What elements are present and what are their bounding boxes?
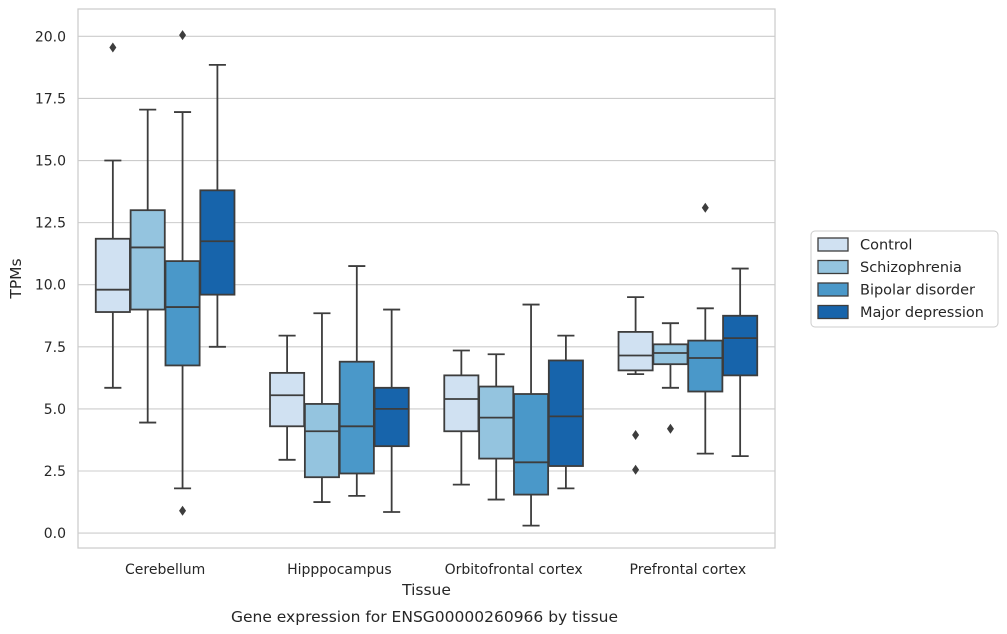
outlier-point (179, 505, 187, 516)
box-schizophrenia-3 (652, 322, 689, 434)
legend-label: Control (860, 238, 912, 254)
legend-swatch (817, 259, 849, 275)
y-tick-label: 17.5 (35, 91, 66, 107)
box-bipolar-disorder-1 (338, 265, 375, 497)
y-tick-label: 7.5 (44, 340, 66, 356)
legend-frame (810, 230, 999, 328)
legend-swatch (817, 282, 849, 297)
box-control-3 (617, 296, 654, 475)
box-schizophrenia-2 (478, 353, 515, 501)
iqr-box (373, 386, 410, 448)
box-major-depression-1 (373, 308, 410, 513)
x-tick-label: Hipppocampus (287, 562, 392, 578)
x-axis-ticks: Cerebellum Hipppocampus Orbitofrontal cort… (125, 562, 746, 578)
y-tick-label: 10.0 (35, 278, 66, 294)
iqr-box (164, 260, 201, 367)
y-tick-label: 12.5 (35, 216, 66, 232)
iqr-box (478, 385, 515, 460)
y-tick-label: 5.0 (44, 402, 66, 418)
x-axis-label: Tissue (401, 581, 451, 599)
iqr-box (269, 371, 306, 428)
iqr-box (513, 393, 550, 496)
outlier-point (701, 202, 709, 213)
y-axis-label: TPMs (7, 258, 25, 299)
outlier-point (632, 464, 640, 475)
chart-caption: Gene expression for ENSG00000260966 by t… (231, 608, 618, 626)
box-major-depression-2 (547, 334, 584, 490)
y-tick-label: 0.0 (44, 526, 66, 542)
iqr-box (443, 374, 480, 433)
iqr-box (652, 343, 689, 366)
iqr-box (303, 403, 340, 479)
y-tick-label: 15.0 (35, 154, 66, 170)
boxes (94, 30, 759, 527)
iqr-box (338, 360, 375, 475)
box-bipolar-disorder-3 (687, 202, 724, 455)
legend-swatch (817, 304, 849, 320)
legend-label: Major depression (860, 305, 984, 321)
y-axis-ticks: 0.0 2.5 5.0 7.5 10.0 12.5 15.0 17.5 20.0 (35, 29, 66, 542)
outlier-point (109, 42, 117, 53)
iqr-box (617, 331, 654, 372)
legend: Control Schizophrenia Bipolar disorder Majo… (810, 230, 999, 328)
iqr-box (722, 314, 759, 377)
iqr-box (547, 359, 584, 467)
box-control-0 (94, 42, 131, 389)
y-tick-label: 20.0 (35, 29, 66, 45)
box-schizophrenia-0 (129, 108, 166, 424)
y-tick-label: 2.5 (44, 464, 66, 480)
legend-label: Schizophrenia (860, 260, 962, 276)
box-control-2 (443, 349, 480, 486)
iqr-box (94, 237, 131, 313)
legend-swatch (817, 237, 849, 252)
box-major-depression-3 (722, 267, 759, 457)
x-tick-label: Cerebellum (125, 562, 205, 578)
outlier-point (632, 429, 640, 440)
iqr-box (687, 339, 724, 393)
box-schizophrenia-1 (303, 312, 340, 503)
legend-label: Bipolar disorder (860, 283, 975, 299)
plot-frame (77, 8, 776, 549)
outlier-point (666, 423, 674, 434)
box-bipolar-disorder-2 (513, 303, 550, 527)
x-tick-label: Prefrontal cortex (630, 562, 747, 578)
box-bipolar-disorder-0 (164, 30, 201, 516)
x-tick-label: Orbitofrontal cortex (445, 562, 583, 578)
outlier-point (179, 30, 187, 41)
iqr-box (129, 209, 166, 311)
box-major-depression-0 (199, 63, 236, 348)
iqr-box (199, 189, 236, 296)
box-control-1 (269, 334, 306, 461)
